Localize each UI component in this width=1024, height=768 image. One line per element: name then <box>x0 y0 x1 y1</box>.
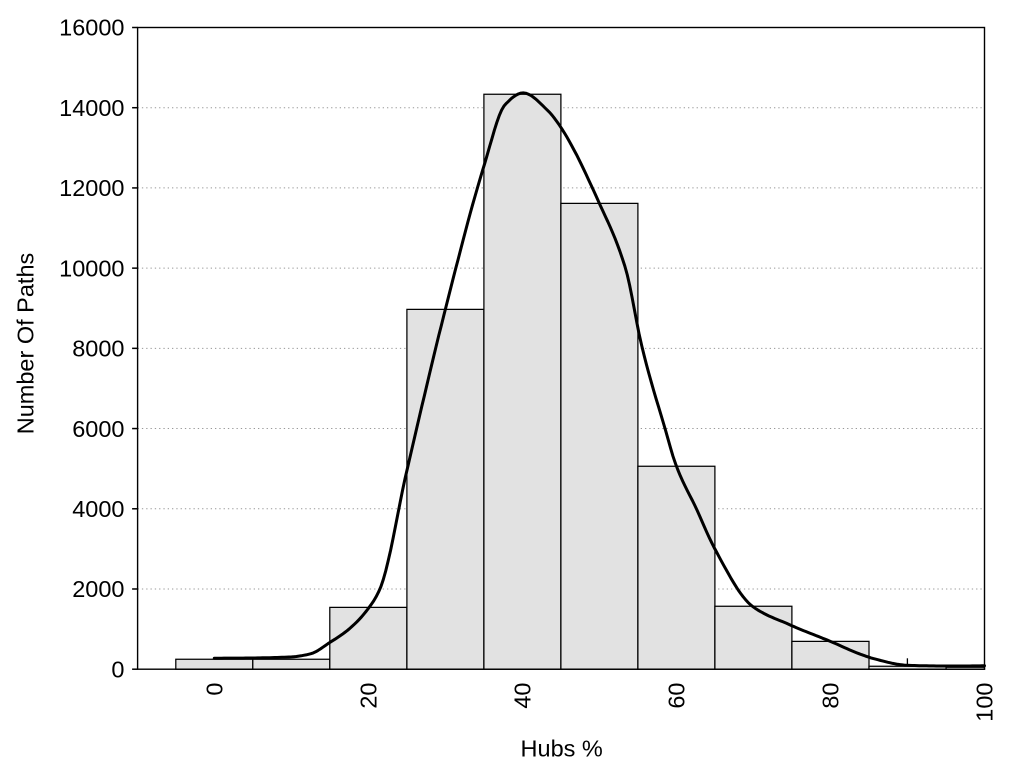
svg-text:Hubs %: Hubs % <box>521 736 603 762</box>
svg-text:10000: 10000 <box>59 255 124 281</box>
svg-text:60: 60 <box>664 683 690 709</box>
svg-text:100: 100 <box>972 683 998 722</box>
svg-text:14000: 14000 <box>59 95 124 121</box>
svg-text:2000: 2000 <box>72 576 124 602</box>
svg-text:6000: 6000 <box>72 416 124 442</box>
svg-text:0: 0 <box>202 683 228 696</box>
svg-text:8000: 8000 <box>72 336 124 362</box>
svg-text:20: 20 <box>356 683 382 709</box>
svg-text:Number Of Paths: Number Of Paths <box>13 253 39 435</box>
svg-text:80: 80 <box>818 683 844 709</box>
svg-text:0: 0 <box>111 656 124 682</box>
svg-text:16000: 16000 <box>59 15 124 41</box>
svg-text:40: 40 <box>510 683 536 709</box>
svg-text:4000: 4000 <box>72 496 124 522</box>
svg-text:12000: 12000 <box>59 175 124 201</box>
